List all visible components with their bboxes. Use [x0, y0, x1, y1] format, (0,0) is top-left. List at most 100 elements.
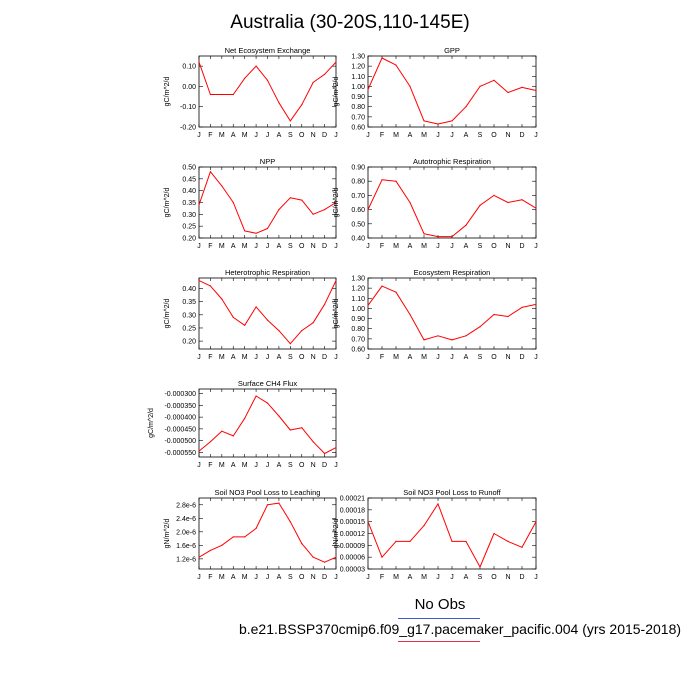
- x-tick-label: J: [436, 132, 440, 139]
- data-point: [479, 326, 481, 328]
- data-point: [198, 280, 200, 282]
- y-tick-label: 0.80: [351, 104, 365, 111]
- data-point: [423, 233, 425, 235]
- data-point: [465, 106, 467, 108]
- data-point: [381, 285, 383, 287]
- data-point: [324, 209, 326, 211]
- data-point: [465, 540, 467, 543]
- data-point: [335, 201, 337, 204]
- x-tick-label: N: [311, 574, 316, 581]
- x-tick-label: A: [231, 462, 236, 469]
- x-tick-label: A: [231, 574, 236, 581]
- data-point: [395, 540, 397, 543]
- x-tick-label: A: [277, 354, 282, 361]
- data-point: [209, 441, 211, 443]
- y-tick-label: 0.00006: [340, 555, 365, 562]
- y-tick-label: 1.10: [351, 74, 365, 81]
- data-point: [423, 120, 425, 122]
- x-tick-label: J: [197, 354, 201, 361]
- y-tick-label: 0.40: [182, 188, 196, 195]
- data-point: [423, 339, 425, 341]
- x-tick-label: A: [231, 132, 236, 139]
- x-tick-label: A: [464, 132, 469, 139]
- y-axis-label: gC/m^2/d: [164, 188, 171, 218]
- x-tick-label: A: [277, 574, 282, 581]
- x-tick-label: M: [242, 243, 248, 250]
- y-tick-label: 1.20: [351, 286, 365, 293]
- y-tick-label: 0.00021: [340, 496, 365, 503]
- data-point: [367, 521, 369, 523]
- data-point: [324, 73, 326, 75]
- data-point: [409, 85, 411, 87]
- x-tick-label: N: [505, 243, 510, 250]
- panel-title: GPP: [444, 46, 460, 55]
- x-tick-label: M: [219, 574, 225, 581]
- data-point: [479, 566, 481, 568]
- y-axis-label: gN/m^2/d: [333, 519, 340, 549]
- data-point: [493, 79, 495, 81]
- data-point: [479, 204, 481, 206]
- data-point: [221, 93, 223, 96]
- x-tick-label: M: [219, 354, 225, 361]
- data-point: [437, 503, 439, 505]
- panel-title: Ecosystem Respiration: [414, 268, 491, 277]
- x-tick-label: A: [408, 132, 413, 139]
- x-tick-label: M: [242, 354, 248, 361]
- y-tick-label: 0.90: [351, 165, 365, 172]
- x-tick-label: O: [299, 132, 305, 139]
- data-point: [198, 450, 200, 452]
- y-tick-label: -0.000450: [164, 426, 196, 433]
- x-tick-label: M: [421, 243, 427, 250]
- y-tick-label: 1.6e-6: [176, 543, 196, 550]
- data-point: [221, 298, 223, 300]
- y-axis-label: gC/m^2/d: [148, 408, 155, 438]
- y-tick-label: 0.40: [182, 286, 196, 293]
- data-point: [289, 197, 291, 199]
- x-tick-label: J: [266, 574, 270, 581]
- x-tick-label: J: [534, 243, 538, 250]
- x-tick-label: A: [464, 243, 469, 250]
- data-point: [381, 556, 383, 558]
- x-tick-label: F: [380, 132, 384, 139]
- x-tick-label: A: [464, 574, 469, 581]
- data-point: [255, 65, 257, 67]
- y-tick-label: -0.000500: [164, 438, 196, 445]
- x-tick-label: J: [366, 354, 370, 361]
- panel-title: NPP: [260, 157, 275, 166]
- x-tick-label: M: [393, 132, 399, 139]
- x-tick-label: O: [491, 132, 497, 139]
- x-tick-label: D: [519, 132, 524, 139]
- data-point: [409, 313, 411, 316]
- y-tick-label: 0.90: [351, 316, 365, 323]
- data-point: [232, 201, 234, 204]
- y-tick-label: 0.30: [182, 212, 196, 219]
- y-tick-label: 0.70: [351, 336, 365, 343]
- x-tick-label: O: [491, 243, 497, 250]
- data-point: [221, 430, 223, 432]
- series-line: [198, 395, 337, 454]
- data-point: [209, 549, 211, 552]
- data-point: [493, 194, 495, 196]
- x-tick-label: O: [491, 574, 497, 581]
- y-tick-label: 0.30: [182, 312, 196, 319]
- y-tick-label: 0.25: [182, 325, 196, 332]
- data-point: [324, 452, 326, 455]
- panel-title: Heterotrophic Respiration: [225, 268, 310, 277]
- data-point: [289, 120, 291, 122]
- x-tick-label: A: [408, 354, 413, 361]
- data-point: [521, 86, 523, 88]
- y-tick-label: 1.30: [351, 276, 365, 283]
- data-point: [521, 199, 523, 201]
- x-tick-label: J: [266, 462, 270, 469]
- data-point: [209, 285, 211, 287]
- y-axis-label: gN/m^2/d: [164, 519, 171, 549]
- data-point: [507, 315, 509, 318]
- data-point: [221, 544, 223, 546]
- x-tick-label: J: [534, 574, 538, 581]
- x-tick-label: A: [408, 574, 413, 581]
- plot-frame: [367, 497, 537, 570]
- y-tick-label: 1.10: [351, 296, 365, 303]
- x-tick-label: M: [421, 574, 427, 581]
